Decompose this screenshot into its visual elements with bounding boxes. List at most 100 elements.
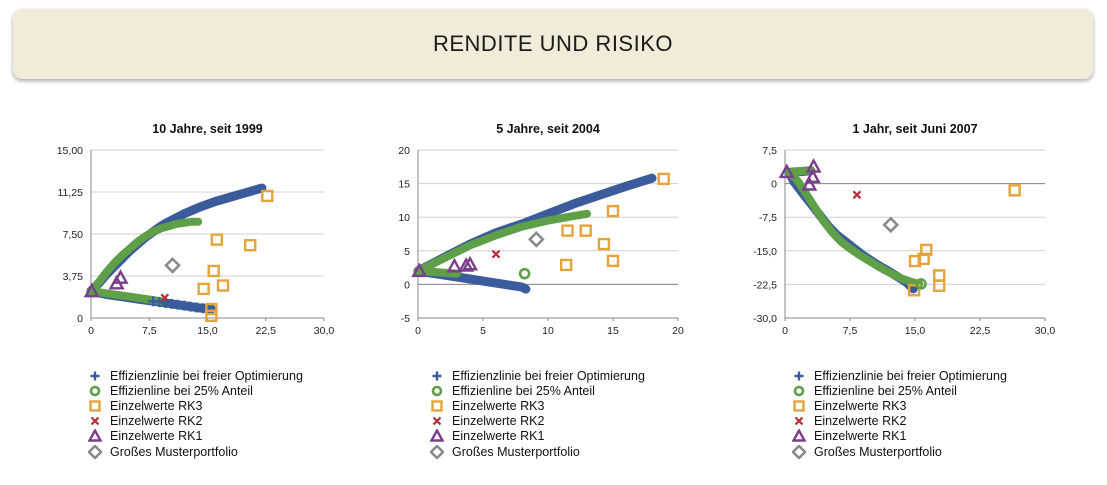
y-tick-label: 11,25 (58, 187, 84, 199)
square-icon (422, 398, 452, 413)
y-tick-label: -15,0 (753, 246, 777, 258)
x-tick-label: 7,5 (843, 325, 858, 337)
rk2-point (160, 293, 170, 303)
muster-point (882, 216, 900, 234)
triangle-icon (784, 429, 814, 444)
legend-item-rk3: Einzelwerte RK3 (422, 398, 645, 413)
rk3-point (907, 284, 921, 297)
rk1-point (446, 257, 463, 273)
y-tick-label: 10 (398, 212, 410, 224)
x-tick-label: 15 (607, 325, 619, 337)
triangle-icon (80, 429, 110, 444)
y-tick-label: -7,5 (759, 212, 777, 224)
plus-icon (422, 368, 452, 383)
legend-item-muster: Großes Musterportfolio (784, 444, 1007, 459)
rk3-point (197, 282, 210, 296)
legend-label: Einzelwerte RK3 (110, 398, 203, 413)
plus-icon (80, 368, 110, 383)
legend-label: Einzelwerte RK3 (814, 398, 907, 413)
diamond-icon (422, 444, 452, 459)
y-tick-label: 3,75 (63, 271, 84, 283)
square-icon (80, 398, 110, 413)
muster-point (164, 257, 181, 274)
square-icon (784, 398, 814, 413)
rk1-point (778, 163, 795, 179)
page-title: RENDITE UND RISIKO (432, 31, 674, 56)
rk3-point (210, 233, 224, 246)
legend-label: Einzelwerte RK2 (452, 414, 545, 429)
legend-label: Einzelwerte RK2 (814, 414, 907, 429)
circle-icon (80, 383, 110, 398)
legend-item-muster: Großes Musterportfolio (80, 444, 303, 459)
x-tick-label: 22,5 (970, 325, 991, 337)
legend-label: Großes Musterportfolio (814, 444, 942, 459)
rk1-point (411, 262, 428, 278)
rk3-point (933, 269, 946, 282)
rk3-point (597, 237, 611, 251)
triangle-icon (422, 429, 452, 444)
legend-item-rk1: Einzelwerte RK1 (422, 429, 645, 444)
rk1-point (108, 274, 125, 290)
rk3-point (917, 252, 930, 266)
x-tick-label: 15,0 (905, 325, 926, 337)
rk3-point (908, 254, 922, 268)
rk1-point (461, 255, 479, 271)
legend-label: Effizienline bei 25% Anteil (452, 383, 595, 398)
x-tick-label: 15,0 (197, 325, 218, 337)
chart-title: 1 Jahr, seit Juni 2007 (852, 122, 977, 136)
legend-label: Großes Musterportfolio (452, 444, 580, 459)
y-tick-label: 0 (404, 279, 410, 291)
legend-label: Einzelwerte RK3 (452, 398, 545, 413)
circle-icon (784, 383, 814, 398)
rk3-point (205, 302, 218, 316)
rk1-point (804, 168, 821, 184)
rk1-point (83, 282, 100, 298)
muster-point (527, 231, 545, 248)
legend-item-rk2: Einzelwerte RK2 (422, 414, 645, 429)
chart-3: 1 Jahr, seit Juni 2007 -30,0 -22,5 -15,0 -7,… (753, 122, 1055, 337)
eff25-frontier-line (785, 168, 924, 288)
legend-item-rk2: Einzelwerte RK2 (784, 414, 1007, 429)
diamond-icon (784, 444, 814, 459)
x-tick-label: 20 (672, 325, 684, 337)
rk3-point (606, 254, 620, 268)
rk3-point (933, 279, 946, 292)
rk3-point (579, 224, 592, 237)
cross-icon (784, 414, 814, 429)
y-tick-label: 20 (398, 145, 410, 157)
eff25-point (518, 267, 531, 280)
legend-item-eff25: Effizienline bei 25% Anteil (80, 383, 303, 398)
legend-item-rk1: Einzelwerte RK1 (784, 429, 1007, 444)
legend-label: Großes Musterportfolio (110, 444, 238, 459)
legend-item-efficient: Effizienzlinie bei freier Optimierung (80, 368, 303, 383)
x-tick-label: 30,0 (1035, 325, 1056, 337)
chart-title: 5 Jahre, seit 2004 (496, 122, 600, 136)
rk3-point (1008, 184, 1021, 197)
y-tick-label: -22,5 (753, 279, 777, 291)
legend-label: Einzelwerte RK1 (814, 429, 907, 444)
legend-label: Effizienline bei 25% Anteil (110, 383, 253, 398)
y-tick-label: 15,00 (57, 145, 83, 157)
rk3-point (216, 279, 230, 292)
title-banner: RENDITE UND RISIKO (13, 9, 1093, 79)
y-tick-label: 0 (77, 313, 83, 325)
rk1-point (801, 175, 818, 191)
y-tick-label: 0 (771, 179, 777, 191)
x-tick-label: 10 (542, 325, 554, 337)
legend-item-eff25: Effizienline bei 25% Anteil (422, 383, 645, 398)
x-tick-label: 0 (88, 325, 94, 337)
rk3-point (561, 224, 574, 237)
chart-1: 10 Jahre, seit 1999 0 3,75 7,50 11,25 15,00 0 7… (57, 122, 335, 337)
x-tick-label: 30,0 (314, 325, 335, 337)
legend-chart-2: Effizienzlinie bei freier Optimierung Eff… (422, 368, 645, 459)
x-tick-label: 0 (782, 325, 788, 337)
legend-chart-1: Effizienzlinie bei freier Optimierung Eff… (80, 368, 303, 459)
chart-2: 5 Jahre, seit 2004 -5 0 5 10 15 20 0 5 10 15 20 (398, 122, 684, 337)
eff25-frontier-line (87, 287, 165, 306)
rk1-point (458, 257, 475, 272)
y-tick-label: -5 (401, 313, 410, 325)
plus-icon (784, 368, 814, 383)
y-tick-label: 15 (398, 179, 410, 191)
rk3-point (657, 172, 670, 186)
